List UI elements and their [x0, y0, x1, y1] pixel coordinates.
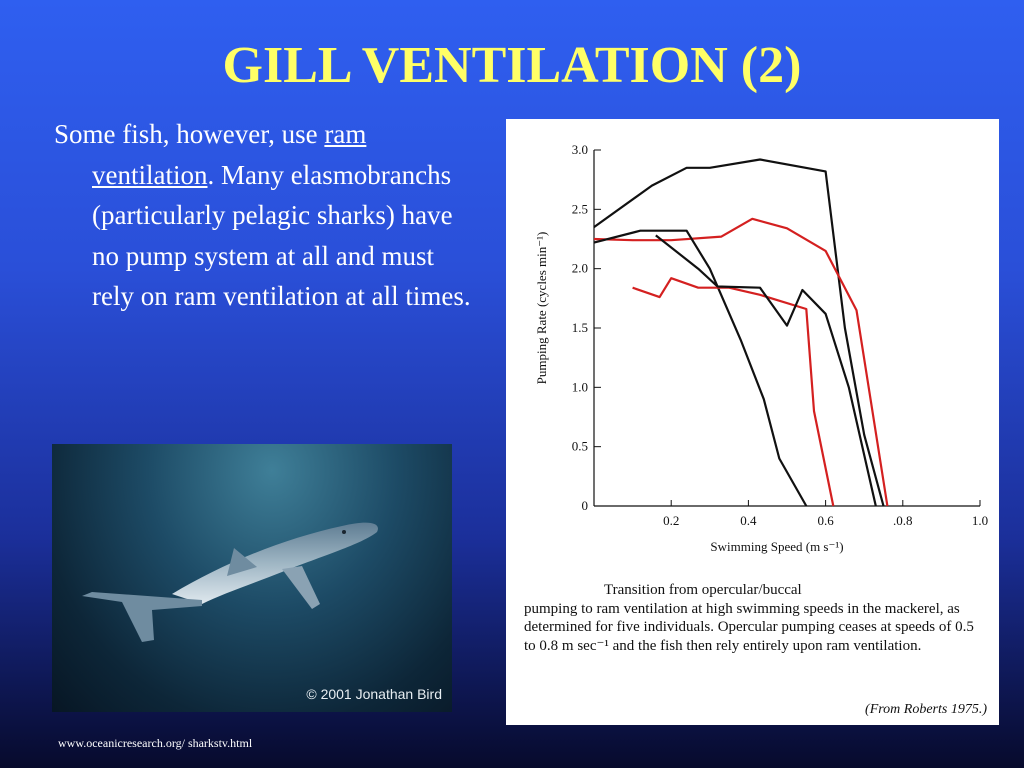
- shark-tail: [82, 592, 202, 642]
- y-tick-label-5: 2.5: [572, 201, 588, 216]
- slide-title: GILL VENTILATION (2): [222, 37, 802, 94]
- figure-citation: (From Roberts 1975.): [865, 702, 987, 717]
- figure-panel: 0 0.5 1.0 1.5 2.0 2.5 3.0 0.2 0.4 0.6 .0.8 1.0 Swimm…: [506, 119, 999, 725]
- y-tick-label-0: 0: [582, 498, 589, 513]
- shark-eye: [342, 530, 346, 534]
- y-axis-label: Pumping Rate (cycles min⁻¹): [534, 232, 549, 385]
- ram-link[interactable]: ram: [324, 119, 367, 149]
- x-tick-label-2: 0.6: [817, 513, 834, 528]
- series-line-4: [632, 277, 835, 507]
- shark-photo: © 2001 Jonathan Bird: [52, 444, 452, 712]
- x-tick-label-3: .0.8: [893, 513, 913, 528]
- series-line-5: [655, 234, 877, 507]
- y-tick-label-2: 1.0: [572, 379, 588, 394]
- ventilation-link[interactable]: ventilation: [92, 159, 208, 190]
- series-line-1: [593, 158, 885, 507]
- body-part2: . Many elasmobranchs (particularly pelag…: [92, 159, 471, 312]
- photo-copyright: © 2001 Jonathan Bird: [306, 686, 442, 702]
- caption-line-1: Transition from opercular/buccal: [604, 582, 802, 598]
- x-tick-label-4: 1.0: [972, 513, 988, 528]
- shark-body: [172, 522, 378, 604]
- body-paragraph: Some fish, however, use ram ventilation.…: [54, 114, 472, 317]
- y-tick-label-3: 1.5: [572, 320, 588, 335]
- series-line-2: [593, 217, 889, 507]
- shark-pectoral-fin: [282, 566, 320, 609]
- shark-dorsal-fin: [227, 548, 257, 576]
- caption-rest: pumping to ram ventilation at high swimm…: [524, 600, 974, 654]
- x-tick-label-1: 0.4: [740, 513, 757, 528]
- footer-url[interactable]: www.oceanicresearch.org/ sharkstv.html: [58, 736, 253, 750]
- x-axis-label: Swimming Speed (m s⁻¹): [710, 539, 843, 554]
- y-tick-label-4: 2.0: [572, 261, 588, 276]
- y-tick-label-6: 3.0: [572, 142, 588, 157]
- x-tick-label-0: 0.2: [663, 513, 679, 528]
- shark-illustration: [82, 522, 378, 642]
- body-part1: Some fish, however, use: [54, 119, 325, 149]
- figure-caption: Transition from opercular/buccal pumping…: [524, 581, 984, 655]
- y-tick-label-1: 0.5: [572, 439, 588, 454]
- pumping-rate-chart: 0 0.5 1.0 1.5 2.0 2.5 3.0 0.2 0.4 0.6 .0.8 1.0 Swimm…: [534, 142, 988, 554]
- series-line-3: [593, 229, 808, 507]
